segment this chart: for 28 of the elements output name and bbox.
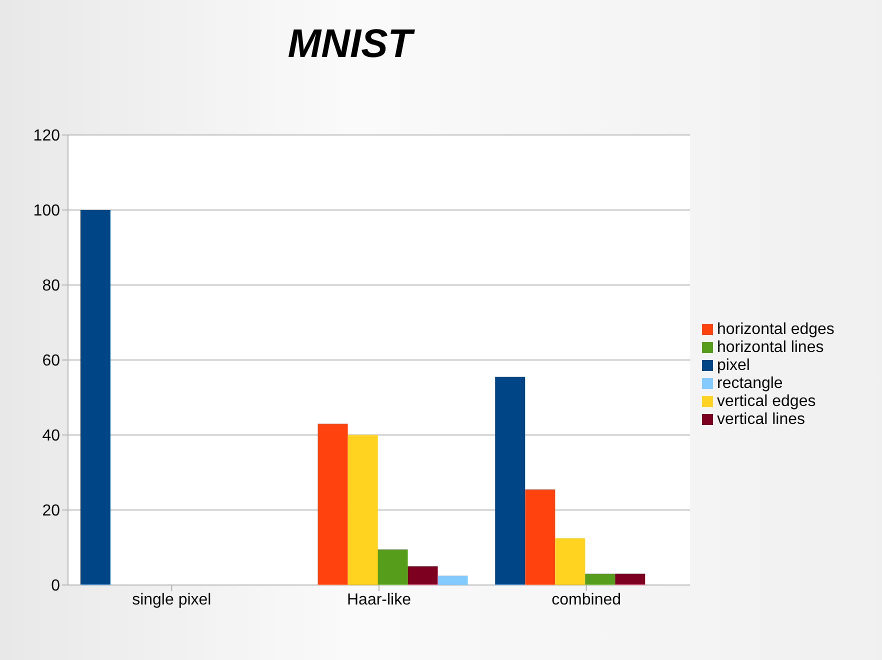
bar [348, 435, 378, 585]
y-tick-label: 40 [42, 428, 60, 445]
legend-label: vertical edges [717, 393, 816, 410]
legend-label: pixel [717, 357, 750, 374]
legend-label: rectangle [717, 375, 783, 392]
bar [438, 576, 468, 585]
legend-label: horizontal lines [717, 339, 824, 356]
bar [615, 574, 646, 585]
legend-label: horizontal edges [717, 321, 834, 338]
chart-title: MNIST [286, 22, 416, 67]
y-tick-label: 60 [42, 352, 60, 370]
bar [495, 376, 526, 585]
bar [80, 210, 110, 585]
y-tick-label: 120 [33, 128, 60, 145]
y-tick-label: 0 [51, 578, 60, 595]
bar [525, 489, 556, 585]
y-tick-label: 20 [42, 502, 60, 520]
y-tick-label: 80 [42, 278, 60, 295]
x-tick-label: Haar-like [346, 591, 412, 608]
bar [318, 424, 348, 585]
x-tick-label: single pixel [132, 591, 212, 608]
bar [408, 566, 438, 585]
bar [378, 549, 408, 585]
bar [555, 538, 586, 585]
bar [585, 574, 616, 585]
x-tick-label: combined [552, 591, 622, 608]
y-tick-label: 100 [33, 202, 60, 220]
legend-label: vertical lines [717, 411, 806, 428]
